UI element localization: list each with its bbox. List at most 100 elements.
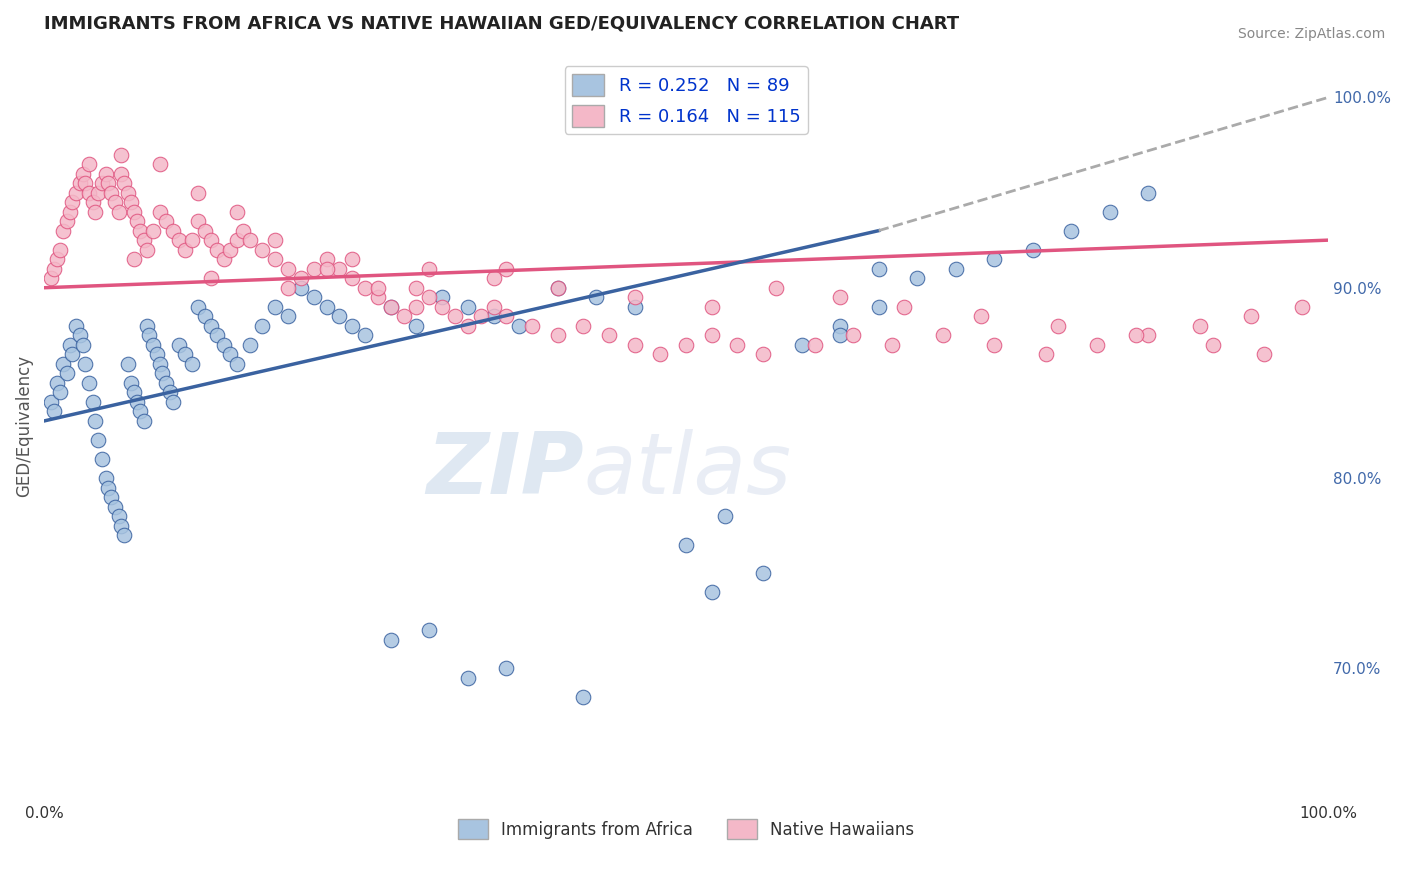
Point <box>90 452 112 467</box>
Point <box>104 500 127 514</box>
Point <box>367 290 389 304</box>
Point <box>187 186 209 200</box>
Point <box>675 338 697 352</box>
Point <box>125 214 148 228</box>
Point <box>547 281 569 295</box>
Point <box>129 404 152 418</box>
Point <box>167 233 190 247</box>
Point <box>225 233 247 247</box>
Point <box>1201 338 1223 352</box>
Point <box>983 252 1005 267</box>
Point <box>277 261 299 276</box>
Point <box>112 528 135 542</box>
Point <box>1060 224 1083 238</box>
Point <box>65 186 87 200</box>
Point <box>1253 347 1275 361</box>
Point <box>167 338 190 352</box>
Point <box>194 310 217 324</box>
Point <box>418 624 440 638</box>
Point <box>457 318 479 333</box>
Point <box>290 271 312 285</box>
Point <box>200 271 222 285</box>
Point <box>72 167 94 181</box>
Point <box>880 338 903 352</box>
Point <box>495 661 517 675</box>
Point <box>380 300 402 314</box>
Point <box>120 195 142 210</box>
Point <box>713 509 735 524</box>
Point <box>482 300 505 314</box>
Point <box>56 367 79 381</box>
Point <box>129 224 152 238</box>
Point <box>125 395 148 409</box>
Point <box>52 357 75 371</box>
Point <box>59 338 82 352</box>
Point <box>225 204 247 219</box>
Point <box>212 252 235 267</box>
Point <box>623 338 645 352</box>
Point <box>700 585 723 599</box>
Point <box>405 300 427 314</box>
Text: IMMIGRANTS FROM AFRICA VS NATIVE HAWAIIAN GED/EQUIVALENCY CORRELATION CHART: IMMIGRANTS FROM AFRICA VS NATIVE HAWAIIA… <box>44 15 959 33</box>
Point <box>84 204 107 219</box>
Point <box>48 243 70 257</box>
Point <box>380 300 402 314</box>
Point <box>830 318 852 333</box>
Point <box>200 318 222 333</box>
Point <box>194 224 217 238</box>
Point <box>830 290 852 304</box>
Point <box>418 261 440 276</box>
Point <box>1085 338 1108 352</box>
Point <box>97 481 120 495</box>
Point <box>150 367 173 381</box>
Point <box>134 414 156 428</box>
Point <box>104 195 127 210</box>
Point <box>1035 347 1057 361</box>
Point <box>945 261 967 276</box>
Point <box>100 490 122 504</box>
Point <box>342 318 364 333</box>
Point <box>155 376 177 390</box>
Point <box>598 328 620 343</box>
Point <box>232 224 254 238</box>
Point <box>159 385 181 400</box>
Point <box>107 509 129 524</box>
Point <box>94 167 117 181</box>
Point <box>495 310 517 324</box>
Point <box>82 395 104 409</box>
Point <box>470 310 492 324</box>
Point <box>444 310 467 324</box>
Point <box>142 338 165 352</box>
Point <box>1240 310 1263 324</box>
Point <box>1022 243 1045 257</box>
Y-axis label: GED/Equivalency: GED/Equivalency <box>15 355 32 497</box>
Point <box>117 357 139 371</box>
Point <box>700 328 723 343</box>
Point <box>354 281 377 295</box>
Point <box>970 310 993 324</box>
Point <box>120 376 142 390</box>
Point <box>277 310 299 324</box>
Point <box>315 252 337 267</box>
Point <box>405 281 427 295</box>
Point <box>48 385 70 400</box>
Point <box>842 328 865 343</box>
Point <box>765 281 787 295</box>
Point <box>1098 204 1121 219</box>
Point <box>75 176 97 190</box>
Point <box>264 252 287 267</box>
Point <box>315 261 337 276</box>
Point <box>1137 186 1160 200</box>
Point <box>59 204 82 219</box>
Point <box>146 347 169 361</box>
Point <box>44 404 66 418</box>
Point <box>342 271 364 285</box>
Point <box>77 157 100 171</box>
Point <box>905 271 928 285</box>
Point <box>405 318 427 333</box>
Point <box>135 318 157 333</box>
Point <box>84 414 107 428</box>
Point <box>149 357 172 371</box>
Point <box>457 671 479 685</box>
Point <box>264 300 287 314</box>
